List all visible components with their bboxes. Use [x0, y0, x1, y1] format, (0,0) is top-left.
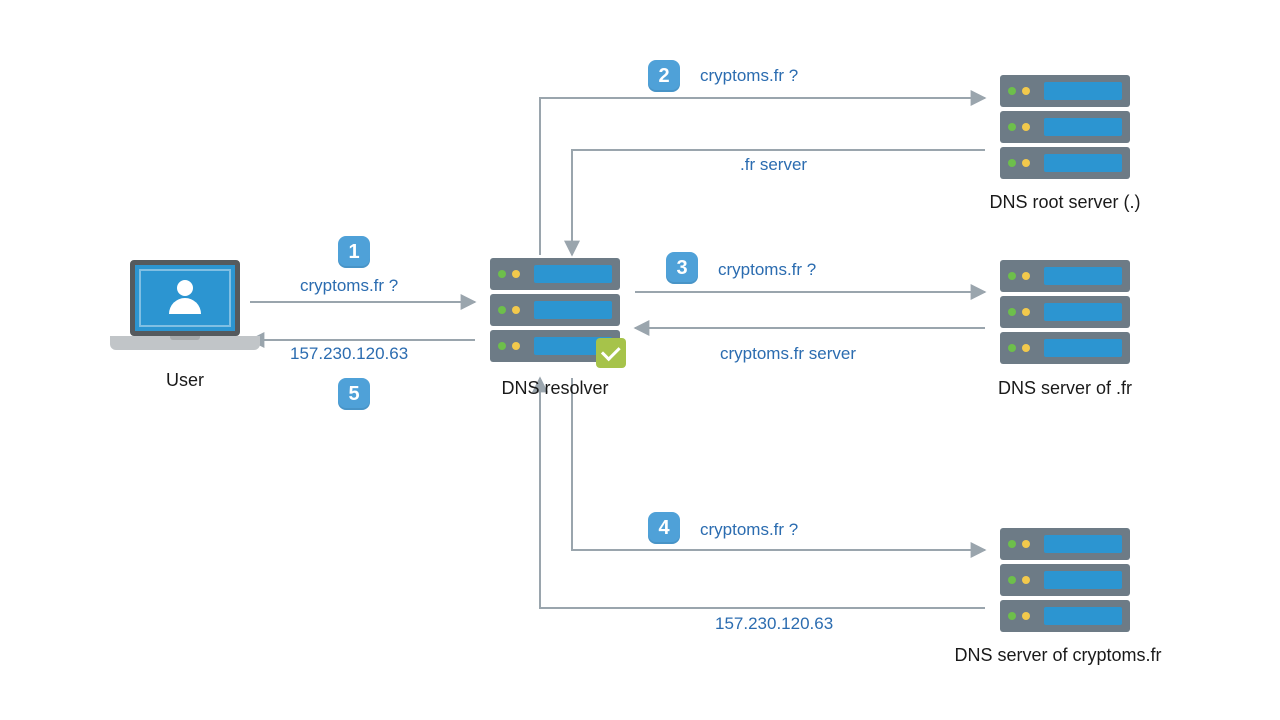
root-server-icon: [1000, 75, 1130, 183]
root-label: DNS root server (.): [955, 192, 1175, 213]
dns-resolution-diagram: User DNS resolver DNS root server (.) DN…: [0, 0, 1280, 720]
step-badge-1: 1: [338, 236, 370, 268]
edge-label-1-resp: 157.230.120.63: [290, 344, 408, 364]
step-badge-2: 2: [648, 60, 680, 92]
resolver-server-icon: [490, 258, 620, 366]
user-label: User: [75, 370, 295, 391]
auth-server-icon: [1000, 528, 1130, 636]
arrow-auth-to-resolver: [540, 378, 985, 608]
tld-label: DNS server of .fr: [955, 378, 1175, 399]
edge-label-2-resp: .fr server: [740, 155, 807, 175]
checkmark-icon: [596, 338, 626, 368]
auth-label: DNS server of cryptoms.fr: [948, 645, 1168, 666]
edge-label-3-resp: cryptoms.fr server: [720, 344, 856, 364]
person-icon: [165, 276, 205, 316]
step-badge-5: 5: [338, 378, 370, 410]
arrow-resolver-to-root: [540, 98, 985, 255]
edge-label-2-req: cryptoms.fr ?: [700, 66, 798, 86]
edge-label-1-req: cryptoms.fr ?: [300, 276, 398, 296]
step-badge-4: 4: [648, 512, 680, 544]
edge-label-4-resp: 157.230.120.63: [715, 614, 833, 634]
resolver-label: DNS resolver: [445, 378, 665, 399]
user-laptop-icon: [130, 260, 240, 350]
edge-label-4-req: cryptoms.fr ?: [700, 520, 798, 540]
step-badge-3: 3: [666, 252, 698, 284]
tld-server-icon: [1000, 260, 1130, 368]
edge-label-3-req: cryptoms.fr ?: [718, 260, 816, 280]
